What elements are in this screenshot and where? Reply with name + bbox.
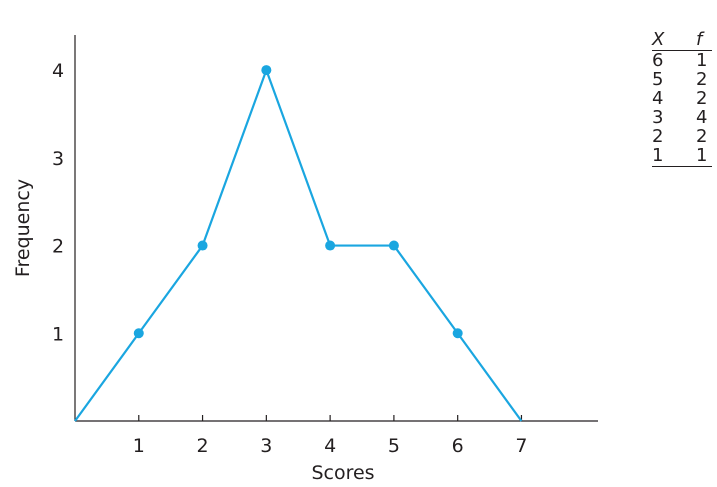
x-tick-label: 1 [133,435,145,457]
series-line [74,68,523,422]
column-header-x: X [652,30,696,51]
x-axis-title: Scores [311,462,374,484]
y-tick-label: 3 [52,148,64,170]
x-tick-label: 5 [388,435,400,457]
y-axis-title: Frequency [12,179,34,277]
data-point [133,328,144,339]
cell-score: 4 [652,88,664,109]
cell-score: 2 [652,126,664,147]
x-tick-label: 3 [260,435,272,457]
x-tick-label: 6 [452,435,464,457]
cell-frequency: 1 [696,146,712,167]
table-header-row: X f [652,30,712,51]
x-tick-label: 2 [197,435,209,457]
y-tick-label: 2 [52,236,64,258]
cell-score: 1 [652,146,696,167]
y-tick-label: 4 [52,60,64,82]
data-point [197,240,208,251]
cell-score: 6 [652,50,664,71]
cell-frequency: 4 [696,107,708,128]
y-tick-label: 1 [52,323,64,345]
cell-frequency: 2 [696,69,708,90]
cell-score: 3 [652,107,664,128]
data-point [325,240,336,251]
data-point [388,240,399,251]
cell-score: 5 [652,69,664,90]
cell-frequency: 1 [696,50,708,71]
x-tick-label: 7 [515,435,527,457]
data-point [261,65,272,76]
data-point [452,328,463,339]
column-header-f: f [696,30,712,51]
x-tick-label: 4 [324,435,336,457]
cell-frequency: 2 [696,126,708,147]
cell-frequency: 2 [696,88,708,109]
